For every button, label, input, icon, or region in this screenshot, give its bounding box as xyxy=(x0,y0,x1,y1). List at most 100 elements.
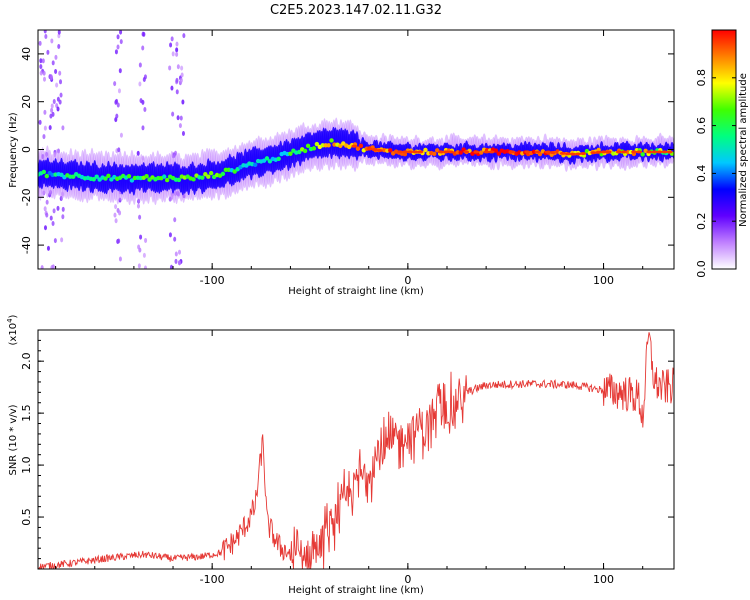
spectrogram-core xyxy=(302,148,308,154)
spectrogram-core xyxy=(191,177,196,182)
spectrogram-speckle xyxy=(50,265,54,269)
spectrogram-peak xyxy=(524,150,531,154)
spectrogram-speckle xyxy=(137,263,141,269)
spectrogram-speckle xyxy=(42,76,46,82)
snr-y-scale-exponent: 4 xyxy=(6,318,14,323)
spectrogram-speckle xyxy=(138,62,142,68)
spectrogram-speckle xyxy=(175,51,179,57)
spectrogram-peak xyxy=(371,148,378,152)
spectrogram-speckle xyxy=(59,92,63,98)
spectrogram-speckle xyxy=(118,68,122,74)
snr-marks xyxy=(38,332,674,569)
spectrogram-core xyxy=(261,158,267,163)
spectrogram-peak xyxy=(463,150,470,154)
spectrogram-peak xyxy=(559,151,566,155)
spectrogram-core xyxy=(162,174,167,179)
spectrogram-speckle xyxy=(171,51,175,57)
spectrogram-speckle xyxy=(40,265,44,269)
colorbar-tick-label: 0.6 xyxy=(695,117,708,135)
spectrogram-speckle xyxy=(56,205,60,211)
spectrogram-marks xyxy=(38,30,674,269)
spectrogram-core xyxy=(338,143,343,149)
spectrogram-speckle xyxy=(174,251,178,257)
spectrogram-speckle xyxy=(113,212,117,218)
spectrogram-speckle xyxy=(116,34,120,40)
spectrogram-speckle xyxy=(179,77,183,83)
spectrogram-speckle xyxy=(144,237,148,243)
spectrogram-speckle xyxy=(174,258,178,264)
colorbar-tick-label: 0.4 xyxy=(695,165,708,183)
spectrogram-peak xyxy=(605,150,612,154)
spectrogram-peak xyxy=(651,150,658,154)
spectrogram-speckle xyxy=(114,204,118,210)
spectrogram-y-tick-label: -20 xyxy=(20,188,33,206)
spectrogram-speckle xyxy=(143,265,147,269)
spectrogram-core xyxy=(220,171,226,177)
spectrogram-x-tick-label: -100 xyxy=(200,274,225,287)
spectrogram-speckle xyxy=(52,99,56,105)
spectrogram-speckle xyxy=(175,47,179,53)
spectrogram-core xyxy=(129,178,135,183)
spectrogram-speckle xyxy=(138,81,142,87)
spectrogram-speckle xyxy=(57,30,61,35)
spectrogram-core xyxy=(288,151,293,156)
spectrogram-peak xyxy=(636,150,643,154)
spectrogram-speckle xyxy=(175,89,179,95)
spectrogram-speckle xyxy=(181,131,185,137)
spectrogram-speckle xyxy=(39,64,43,70)
spectrogram-speckle xyxy=(39,70,43,76)
spectrogram-core xyxy=(640,152,645,157)
snr-y-scale-base: (x10 xyxy=(8,323,19,346)
spectrogram-speckle xyxy=(42,70,46,76)
spectrogram-core xyxy=(176,177,182,183)
snr-x-tick-label: 100 xyxy=(593,573,614,586)
spectrogram-peak xyxy=(397,150,404,154)
spectrogram-peak xyxy=(534,150,541,154)
spectrogram-speckle xyxy=(117,238,121,244)
spectrogram-speckle xyxy=(39,58,43,64)
spectrogram-y-axis-label: Frequency (Hz) xyxy=(8,112,19,188)
spectrogram-peak xyxy=(483,150,490,154)
snr-y-tick-label: 2.0 xyxy=(20,352,33,370)
spectrogram-speckle xyxy=(141,125,145,131)
spectrogram-peak xyxy=(631,150,638,154)
colorbar: 0.0 0.2 0.4 0.6 0.8 Normalized spectral ampl… xyxy=(695,29,749,278)
spectrogram-speckle xyxy=(43,225,47,231)
spectrogram-peak xyxy=(656,150,663,154)
spectrogram-speckle xyxy=(57,43,61,49)
spectrogram-speckle xyxy=(142,77,146,83)
spectrogram-core xyxy=(126,173,132,179)
spectrogram-peak xyxy=(412,150,419,154)
spectrogram-speckle xyxy=(50,103,54,109)
spectrogram-speckle xyxy=(180,65,184,71)
spectrogram-core xyxy=(329,138,334,143)
spectrogram-core xyxy=(423,147,428,153)
spectrogram-speckle xyxy=(60,237,64,243)
spectrogram-core xyxy=(109,177,114,182)
snr-y-axis-label: SNR (10 * v/v) xyxy=(8,404,19,475)
spectrogram-peak xyxy=(615,150,622,154)
spectrogram-speckle xyxy=(50,107,54,113)
snr-x-tick-label: -100 xyxy=(200,573,225,586)
spectrogram-speckle xyxy=(59,79,63,85)
spectrogram-peak xyxy=(473,150,480,154)
spectrogram-speckle xyxy=(113,81,117,87)
spectrogram-speckle xyxy=(58,70,62,76)
spectrogram-x-ticks: -100 0 100 xyxy=(55,30,644,287)
spectrogram-peak xyxy=(595,150,602,154)
spectrogram-core xyxy=(432,151,437,156)
spectrogram-speckle xyxy=(119,30,123,35)
colorbar-tick-label: 0.0 xyxy=(695,260,708,278)
spectrogram-speckle xyxy=(116,102,120,108)
spectrogram-speckle xyxy=(50,75,54,81)
colorbar-tick-label: 0.8 xyxy=(695,69,708,87)
spectrogram-speckle xyxy=(114,49,118,55)
spectrogram-speckle xyxy=(139,234,143,240)
spectrogram-peak xyxy=(437,150,444,154)
spectrogram-speckle xyxy=(117,88,121,94)
spectrogram-speckle xyxy=(53,238,57,244)
spectrogram-peak xyxy=(488,150,495,154)
spectrogram-speckle xyxy=(176,64,180,70)
spectrogram-core xyxy=(203,172,208,177)
spectrogram-peak xyxy=(564,152,571,156)
